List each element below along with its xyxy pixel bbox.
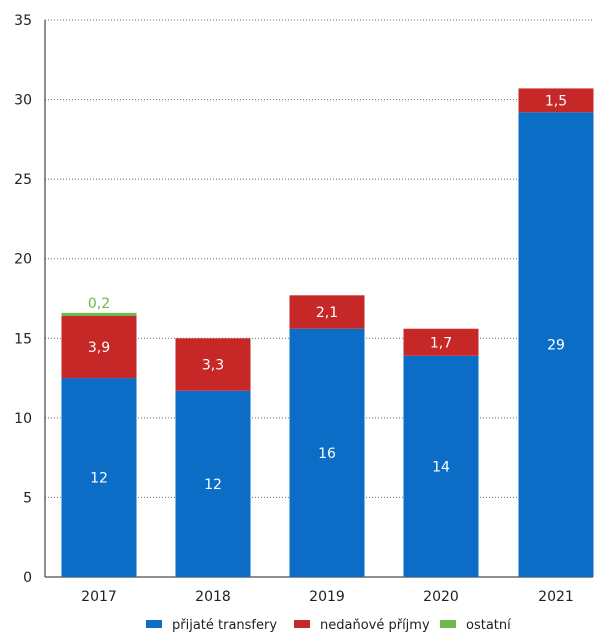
- bar-segment-přijaté-transfery: [518, 112, 594, 577]
- y-tick-label: 20: [14, 252, 32, 268]
- x-tick-label: 2020: [423, 589, 459, 605]
- data-label: 12: [90, 471, 108, 487]
- legend-swatch: [294, 620, 310, 628]
- bar-segment-přijaté-transfery: [289, 328, 365, 577]
- y-tick-label: 25: [14, 172, 32, 188]
- bar-segment-nedaňové-příjmy: [518, 88, 594, 113]
- data-label: 14: [432, 459, 450, 475]
- y-tick-label: 10: [14, 411, 32, 427]
- data-label: 3,3: [202, 358, 224, 374]
- y-tick-label: 35: [14, 13, 32, 29]
- y-tick-label: 5: [23, 490, 32, 506]
- data-label: 2,1: [316, 305, 338, 321]
- legend-label: přijaté transfery: [172, 618, 277, 633]
- data-label: 12: [204, 477, 222, 493]
- y-tick-label: 0: [23, 570, 32, 586]
- bar-segment-ostatní: [61, 312, 137, 317]
- bar-segment-přijaté-transfery: [175, 390, 251, 577]
- data-label: 16: [318, 446, 336, 462]
- x-tick-label: 2017: [81, 589, 117, 605]
- data-label: 1,7: [430, 335, 452, 351]
- bar-segment-nedaňové-příjmy: [289, 295, 365, 329]
- bar-segment-nedaňové-příjmy: [403, 328, 479, 356]
- x-tick-label: 2021: [538, 589, 574, 605]
- bar-segment-nedaňové-příjmy: [61, 316, 137, 379]
- y-tick-label: 30: [14, 93, 32, 109]
- legend-label: nedaňové příjmy: [320, 618, 430, 633]
- data-label: 29: [547, 338, 565, 354]
- data-label: 0,2: [88, 296, 110, 312]
- bar-segment-přijaté-transfery: [61, 378, 137, 577]
- legend-swatch: [146, 620, 162, 628]
- bar-segment-nedaňové-příjmy: [175, 338, 251, 391]
- data-label: 3,9: [88, 340, 110, 356]
- data-label: 1,5: [545, 93, 567, 109]
- bar-segment-přijaté-transfery: [403, 355, 479, 577]
- legend-label: ostatní: [466, 618, 511, 633]
- legend-swatch: [440, 620, 456, 628]
- x-tick-label: 2018: [195, 589, 231, 605]
- y-tick-label: 15: [14, 331, 32, 347]
- x-tick-label: 2019: [309, 589, 345, 605]
